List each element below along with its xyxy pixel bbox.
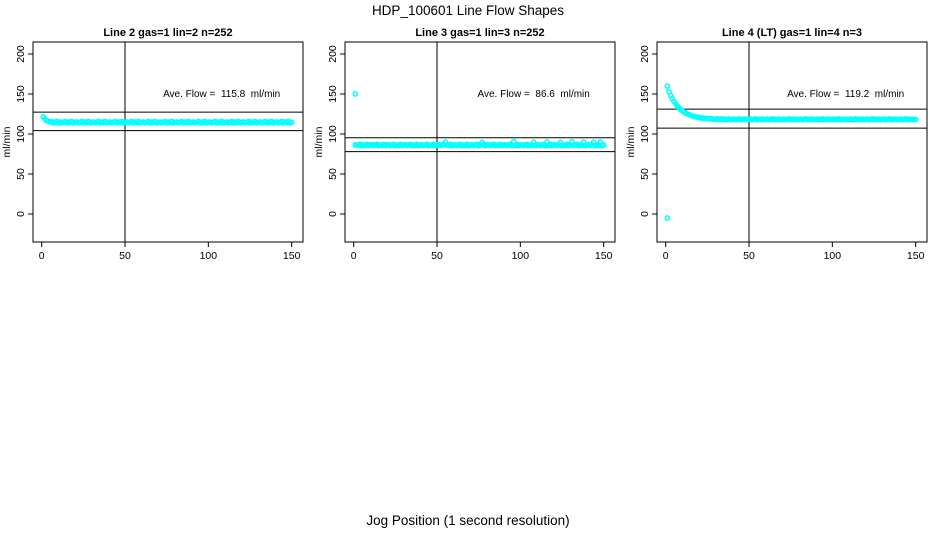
x-tick-label: 100 bbox=[824, 250, 842, 262]
x-tick-label: 0 bbox=[351, 250, 357, 262]
x-tick-label: 50 bbox=[119, 250, 131, 262]
plot-area: 0 50 100 150 200 0 50 100 150 bbox=[15, 41, 304, 262]
data-point bbox=[664, 83, 671, 90]
y-axis-label: ml/min bbox=[313, 126, 325, 157]
data-point bbox=[600, 142, 607, 148]
x-axis-title: Jog Position (1 second resolution) bbox=[366, 513, 570, 528]
panel-line2-plot: Line 2 gas=1 lin=2 n=252 ml/min 0 50 100 15… bbox=[1, 27, 304, 262]
plot-box bbox=[32, 41, 304, 243]
x-tick-label: 150 bbox=[283, 250, 301, 262]
y-tick-label: 200 bbox=[327, 45, 339, 63]
x-tick-label: 50 bbox=[743, 250, 755, 262]
ave-flow-annotation: Ave. Flow = 119.2 ml/min bbox=[787, 89, 904, 100]
panel-line4-plot: Line 4 (LT) gas=1 lin=4 n=3 ml/min 0 50 10… bbox=[625, 27, 928, 262]
y-tick-label: 0 bbox=[327, 211, 339, 217]
x-tick-label: 150 bbox=[595, 250, 613, 262]
y-tick-label: 100 bbox=[15, 125, 27, 143]
x-tick-label: 0 bbox=[39, 250, 45, 262]
panel-line3-plot: Line 3 gas=1 lin=3 n=252 ml/min 0 50 100 15… bbox=[313, 27, 616, 262]
y-axis-label: ml/min bbox=[625, 126, 637, 157]
plot-area: 0 50 100 150 200 0 50 100 150 bbox=[639, 41, 928, 262]
y-tick-label: 200 bbox=[15, 45, 27, 63]
y-tick-label: 150 bbox=[327, 85, 339, 103]
outlier-point bbox=[352, 91, 359, 97]
panel-title: Line 3 gas=1 lin=3 n=252 bbox=[415, 27, 544, 39]
y-tick-label: 150 bbox=[15, 85, 27, 103]
y-tick-label: 100 bbox=[327, 125, 339, 143]
y-tick-label: 150 bbox=[639, 85, 651, 103]
figure-title: HDP_100601 Line Flow Shapes bbox=[371, 3, 565, 18]
y-axis-label: ml/min bbox=[1, 126, 13, 157]
y-tick-label: 0 bbox=[15, 211, 27, 217]
data-point bbox=[912, 116, 919, 123]
x-tick-label: 50 bbox=[431, 250, 443, 262]
ave-flow-annotation: Ave. Flow = 115.8 ml/min bbox=[163, 89, 280, 100]
plot-area: 0 50 100 150 200 0 50 100 150 bbox=[327, 41, 616, 262]
ave-flow-annotation: Ave. Flow = 86.6 ml/min bbox=[477, 89, 589, 100]
y-tick-label: 50 bbox=[327, 168, 339, 180]
y-tick-label: 0 bbox=[639, 211, 651, 217]
data-point bbox=[288, 119, 295, 126]
y-tick-label: 100 bbox=[639, 125, 651, 143]
panel-title: Line 2 gas=1 lin=2 n=252 bbox=[103, 27, 232, 39]
x-tick-label: 100 bbox=[512, 250, 530, 262]
plot-box bbox=[344, 41, 616, 243]
outlier-point bbox=[664, 215, 671, 221]
y-tick-label: 50 bbox=[15, 168, 27, 180]
y-tick-label: 200 bbox=[639, 45, 651, 63]
panel-title: Line 4 (LT) gas=1 lin=4 n=3 bbox=[722, 27, 862, 39]
y-tick-label: 50 bbox=[639, 168, 651, 180]
x-tick-label: 0 bbox=[663, 250, 669, 262]
x-tick-label: 100 bbox=[200, 250, 218, 262]
x-tick-label: 150 bbox=[907, 250, 925, 262]
plot-box bbox=[656, 41, 928, 243]
